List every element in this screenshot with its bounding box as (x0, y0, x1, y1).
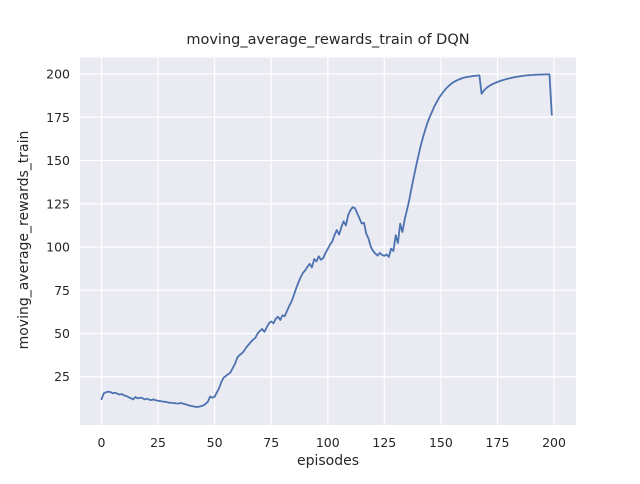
x-axis-label: episodes (296, 453, 360, 469)
x-tick-label: 175 (486, 435, 510, 450)
x-tick-label: 50 (207, 435, 223, 450)
y-tick-label: 125 (46, 196, 70, 211)
y-axis-label: moving_average_rewards_train (16, 130, 32, 350)
chart-title: moving_average_rewards_train of DQN (186, 32, 470, 48)
y-tick-label: 175 (46, 110, 70, 125)
y-tick-label: 25 (54, 369, 70, 384)
x-tick-label: 200 (542, 435, 566, 450)
x-tick-label: 100 (316, 435, 340, 450)
y-tick-label: 200 (46, 67, 70, 82)
y-tick-label: 150 (46, 153, 70, 168)
y-tick-label: 50 (54, 326, 70, 341)
y-tick-label: 100 (46, 240, 70, 255)
x-tick-label: 0 (98, 435, 106, 450)
data-line (100, 73, 553, 408)
x-tick-label: 125 (372, 435, 396, 450)
x-tick-label: 75 (263, 435, 279, 450)
y-tick-label: 75 (54, 283, 70, 298)
x-tick-label: 25 (150, 435, 166, 450)
x-tick-label: 150 (429, 435, 453, 450)
